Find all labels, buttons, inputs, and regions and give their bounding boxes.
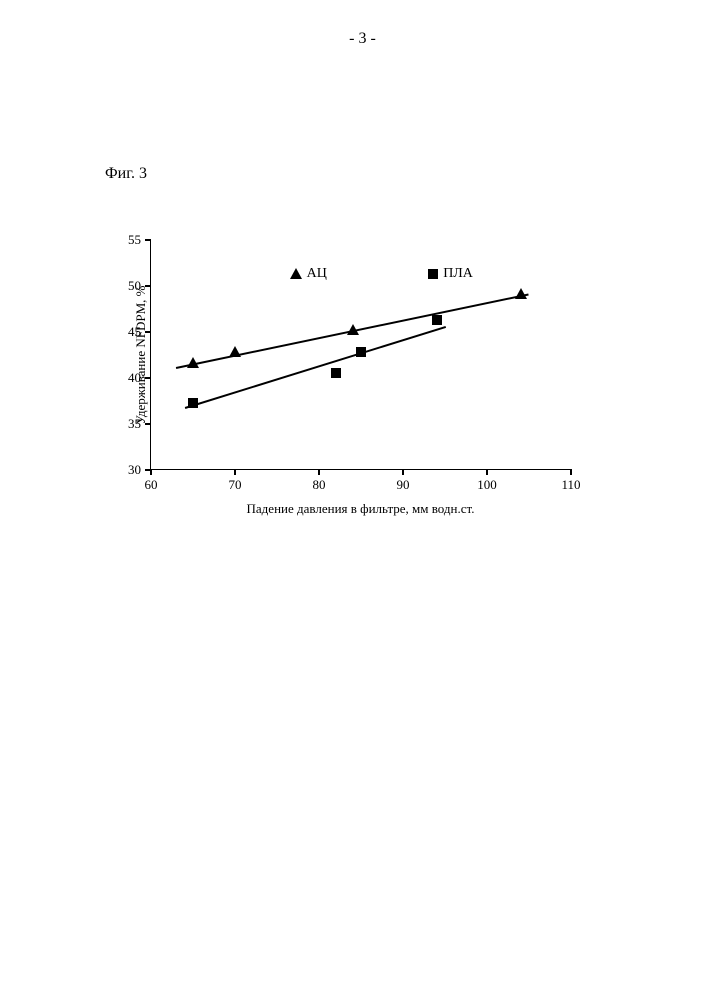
- square-marker: [188, 398, 198, 408]
- x-tick-label: 60: [145, 477, 158, 493]
- square-marker: [331, 368, 341, 378]
- legend-label: АЦ: [307, 266, 327, 282]
- y-tick: [145, 377, 151, 379]
- y-tick: [145, 423, 151, 425]
- y-tick: [145, 331, 151, 333]
- y-tick-label: 45: [128, 324, 141, 340]
- square-marker: [356, 347, 366, 357]
- legend-item: ПЛА: [428, 266, 473, 282]
- legend-label: ПЛА: [443, 266, 473, 282]
- y-tick: [145, 285, 151, 287]
- triangle-marker: [187, 357, 199, 368]
- x-tick: [570, 469, 572, 475]
- figure-label: Фиг. 3: [105, 165, 147, 183]
- triangle-marker: [515, 288, 527, 299]
- chart-container: Удерживание NFDPM, % Падение давления в …: [90, 230, 590, 510]
- x-axis-title: Падение давления в фильтре, мм водн.ст.: [247, 501, 475, 517]
- x-tick: [318, 469, 320, 475]
- y-axis-title: Удерживание NFDPM, %: [133, 285, 149, 424]
- square-marker: [432, 315, 442, 325]
- y-tick-label: 35: [128, 416, 141, 432]
- triangle-marker: [229, 346, 241, 357]
- y-tick-label: 55: [128, 232, 141, 248]
- square-icon: [428, 269, 438, 279]
- x-tick: [402, 469, 404, 475]
- x-tick: [150, 469, 152, 475]
- x-tick: [234, 469, 236, 475]
- y-tick: [145, 239, 151, 241]
- y-tick-label: 50: [128, 278, 141, 294]
- x-tick-label: 110: [561, 477, 580, 493]
- triangle-icon: [290, 268, 302, 279]
- x-tick-label: 90: [397, 477, 410, 493]
- plot-area: Удерживание NFDPM, % Падение давления в …: [150, 240, 570, 470]
- x-tick: [486, 469, 488, 475]
- legend-item: АЦ: [290, 266, 327, 282]
- x-tick-label: 100: [477, 477, 497, 493]
- y-tick-label: 40: [128, 370, 141, 386]
- page-number: - 3 -: [349, 30, 376, 48]
- x-tick-label: 70: [229, 477, 242, 493]
- x-tick-label: 80: [313, 477, 326, 493]
- y-tick-label: 30: [128, 462, 141, 478]
- triangle-marker: [347, 324, 359, 335]
